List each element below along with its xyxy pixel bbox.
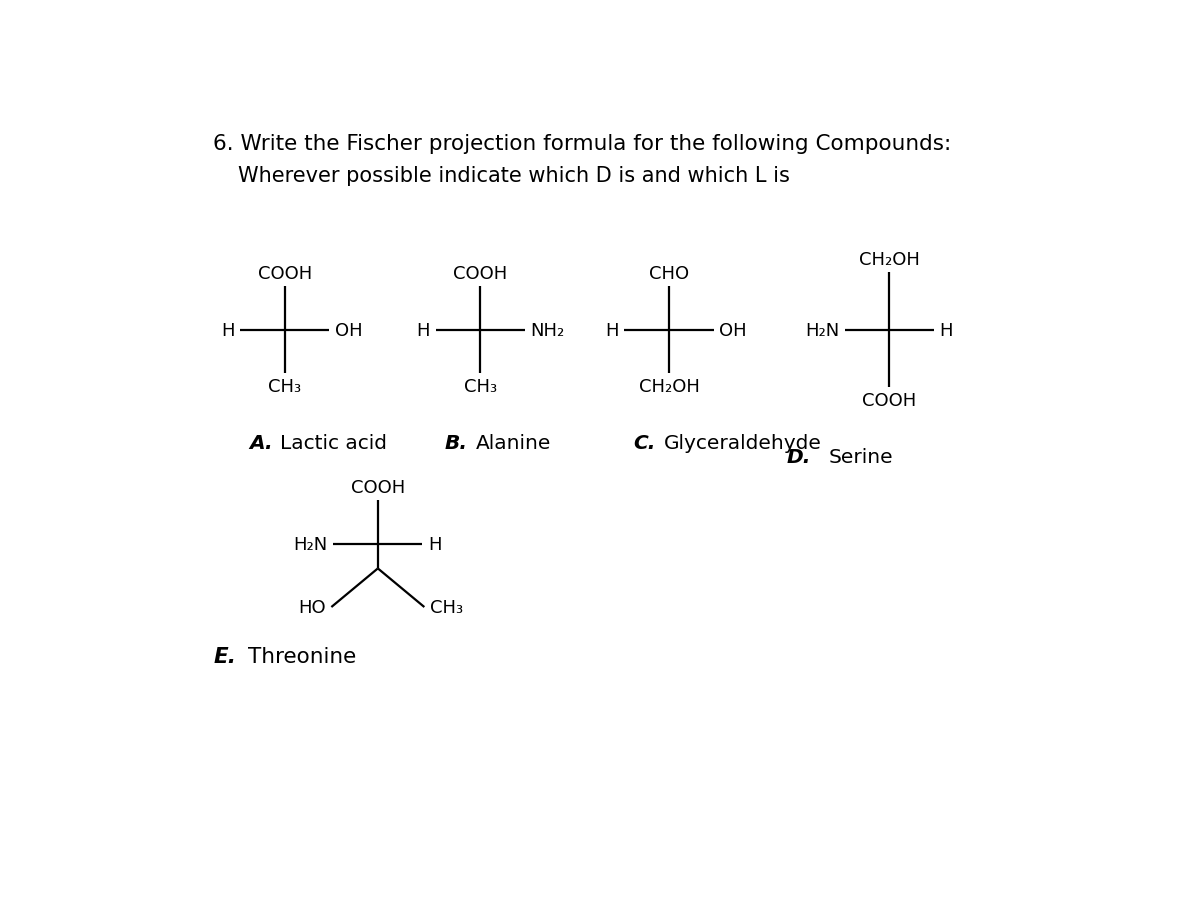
Text: HO: HO [298, 599, 325, 617]
Text: COOH: COOH [454, 264, 508, 282]
Text: B.: B. [445, 434, 468, 453]
Text: NH₂: NH₂ [530, 322, 565, 339]
Text: H₂N: H₂N [293, 536, 328, 553]
Text: CH₂OH: CH₂OH [638, 378, 700, 396]
Text: CH₃: CH₃ [269, 378, 301, 396]
Text: H: H [605, 322, 619, 339]
Text: E.: E. [214, 646, 236, 666]
Text: COOH: COOH [350, 478, 404, 496]
Text: H: H [428, 536, 442, 553]
Text: Serine: Serine [829, 447, 894, 466]
Text: H: H [416, 322, 430, 339]
Text: Alanine: Alanine [475, 434, 551, 453]
Text: Glyceraldehyde: Glyceraldehyde [665, 434, 822, 453]
Text: COOH: COOH [258, 264, 312, 282]
Text: COOH: COOH [863, 392, 917, 410]
Text: OH: OH [335, 322, 362, 339]
Text: Lactic acid: Lactic acid [281, 434, 388, 453]
Text: D.: D. [787, 447, 811, 466]
Text: Wherever possible indicate which D is and which L is: Wherever possible indicate which D is an… [239, 166, 791, 186]
Text: H: H [221, 322, 235, 339]
Text: H₂N: H₂N [805, 322, 839, 339]
Text: CHO: CHO [649, 264, 689, 282]
Text: H: H [940, 322, 953, 339]
Text: CH₃: CH₃ [430, 599, 463, 617]
Text: CH₂OH: CH₂OH [859, 251, 919, 269]
Text: 6. Write the Fischer projection formula for the following Compounds:: 6. Write the Fischer projection formula … [214, 134, 952, 154]
Text: CH₃: CH₃ [463, 378, 497, 396]
Text: OH: OH [719, 322, 746, 339]
Text: Threonine: Threonine [247, 646, 356, 666]
Text: A.: A. [250, 434, 274, 453]
Text: C.: C. [634, 434, 656, 453]
